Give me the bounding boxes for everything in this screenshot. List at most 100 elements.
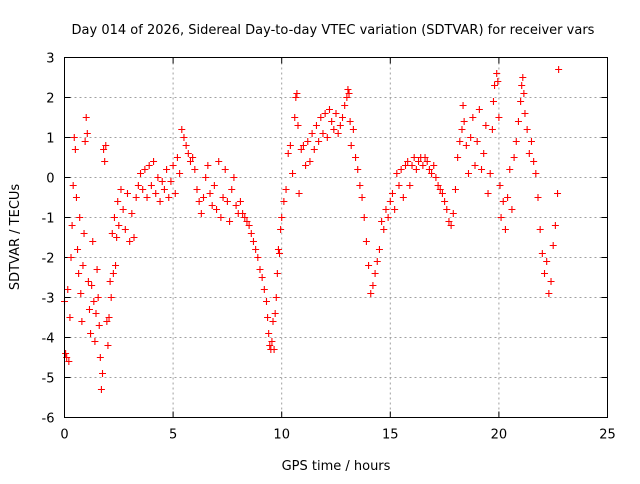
data-point (204, 162, 212, 169)
y-tick-label: -2 (42, 252, 55, 267)
data-point (94, 294, 102, 301)
data-point (443, 206, 451, 213)
data-point (282, 186, 290, 193)
data-point (323, 134, 331, 141)
data-point (169, 162, 177, 169)
data-point (66, 314, 74, 321)
data-point (262, 298, 270, 305)
data-point (478, 166, 486, 173)
data-point (115, 222, 123, 229)
data-point (107, 294, 115, 301)
data-point (178, 126, 186, 133)
data-point (71, 146, 79, 153)
data-point (454, 154, 462, 161)
data-point (473, 138, 481, 145)
data-point (106, 278, 114, 285)
data-point (354, 166, 362, 173)
data-point (236, 198, 244, 205)
data-point (551, 222, 559, 229)
data-point (230, 174, 238, 181)
data-point (321, 110, 329, 117)
data-point (423, 158, 431, 165)
data-point (89, 238, 97, 245)
data-point (101, 158, 109, 165)
data-point (393, 170, 401, 177)
data-point (165, 194, 173, 201)
data-point (484, 190, 492, 197)
data-point (208, 202, 216, 209)
data-point (547, 278, 555, 285)
data-point (273, 270, 281, 277)
y-tick-label: 2 (46, 92, 54, 107)
data-point (491, 82, 499, 89)
data-point (488, 126, 496, 133)
data-point (447, 222, 455, 229)
data-point (312, 122, 320, 129)
data-point (336, 122, 344, 129)
data-point (445, 218, 453, 225)
data-point (69, 182, 77, 189)
data-point (75, 270, 83, 277)
data-point (495, 114, 503, 121)
data-point (346, 118, 354, 125)
data-point (182, 142, 190, 149)
data-point (360, 214, 368, 221)
data-point (325, 106, 333, 113)
data-point (525, 150, 533, 157)
data-point (67, 254, 75, 261)
x-tick-label: 25 (599, 428, 616, 443)
data-point (147, 182, 155, 189)
data-point (143, 194, 151, 201)
data-point (272, 294, 280, 301)
data-point (343, 94, 351, 101)
data-point (519, 74, 527, 81)
x-axis-label: GPS time / hours (282, 459, 391, 474)
data-point (514, 118, 522, 125)
data-point (74, 246, 82, 253)
x-tick-label: 10 (273, 428, 290, 443)
data-point (317, 114, 325, 121)
data-point (365, 262, 373, 269)
data-point (373, 258, 381, 265)
data-point (176, 170, 184, 177)
data-point (386, 198, 394, 205)
data-point (68, 222, 76, 229)
data-point (362, 238, 370, 245)
data-point (85, 306, 93, 313)
data-point (217, 214, 225, 221)
data-point (449, 210, 457, 217)
data-point (219, 194, 227, 201)
y-tick-label: 3 (46, 52, 54, 67)
data-point (378, 218, 386, 225)
data-point (410, 154, 418, 161)
data-point (294, 122, 302, 129)
data-point (97, 386, 105, 393)
data-point (270, 346, 278, 353)
data-point (278, 214, 286, 221)
data-point (280, 198, 288, 205)
data-point (189, 154, 197, 161)
data-point (469, 114, 477, 121)
data-point (430, 162, 438, 169)
data-point (76, 214, 84, 221)
data-point (339, 114, 347, 121)
data-point (310, 146, 318, 153)
data-point (232, 202, 240, 209)
data-point (104, 342, 112, 349)
data-point (83, 130, 91, 137)
data-point (132, 194, 140, 201)
data-point (289, 170, 297, 177)
data-point (126, 238, 134, 245)
data-point (406, 182, 414, 189)
data-point (249, 238, 257, 245)
data-point (284, 150, 292, 157)
chart-title: Day 014 of 2026, Sidereal Day-to-day VTE… (72, 23, 595, 38)
data-point (489, 98, 497, 105)
data-point (88, 282, 96, 289)
data-point (62, 350, 70, 357)
data-point (110, 214, 118, 221)
data-point (109, 270, 117, 277)
data-point (356, 182, 364, 189)
x-tick-label: 5 (169, 428, 177, 443)
data-point (352, 154, 360, 161)
